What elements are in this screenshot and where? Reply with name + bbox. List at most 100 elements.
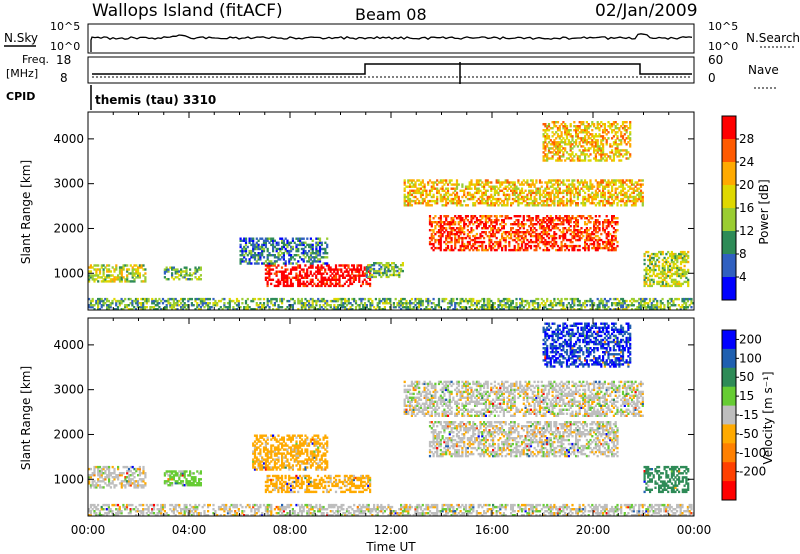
heatmap-cell [318, 245, 322, 249]
heatmap-cell [275, 272, 278, 275]
heatmap-cell [645, 306, 648, 309]
heatmap-cell [587, 141, 590, 144]
heatmap-cell [414, 195, 417, 199]
heatmap-cell [531, 189, 534, 192]
heatmap-cell [519, 183, 522, 186]
heatmap-cell [405, 299, 408, 303]
heatmap-cell [621, 181, 625, 184]
heatmap-cell [111, 278, 114, 281]
heatmap-cell [201, 304, 204, 307]
heatmap-cell [455, 193, 459, 197]
heatmap-cell [454, 229, 457, 232]
heatmap-cell [134, 308, 138, 311]
heatmap-cell [524, 246, 527, 250]
heatmap-cell [380, 275, 383, 279]
heatmap-cell [593, 197, 596, 201]
heatmap-cell [100, 472, 103, 475]
heatmap-cell [138, 306, 141, 309]
heatmap-cell [687, 270, 690, 274]
heatmap-cell [106, 299, 109, 303]
heatmap-cell [246, 308, 249, 311]
heatmap-cell [542, 219, 545, 222]
heatmap-cell [311, 302, 314, 305]
heatmap-cell [171, 308, 174, 311]
heatmap-cell [376, 304, 379, 307]
heatmap-cell [98, 465, 102, 469]
heatmap-cell [546, 127, 549, 130]
heatmap-cell [144, 272, 147, 275]
heatmap-cell [582, 302, 585, 305]
heatmap-cell [641, 179, 644, 182]
heatmap-cell [338, 297, 341, 301]
heatmap-cell [564, 183, 567, 186]
heatmap-cell [311, 247, 314, 251]
heatmap-cell [363, 302, 367, 305]
heatmap-cell [89, 264, 92, 267]
heatmap-cell [567, 227, 570, 230]
heatmap-cell [584, 185, 587, 188]
heatmap-cell [365, 304, 368, 307]
heatmap-cell [513, 234, 516, 238]
heatmap-cell [596, 125, 599, 128]
heatmap-cell [493, 202, 496, 205]
heatmap-cell [255, 254, 258, 257]
heatmap-cell [454, 308, 457, 311]
heatmap-cell [603, 195, 606, 199]
heatmap-cell [253, 297, 257, 301]
heatmap-cell [495, 242, 498, 246]
heatmap-cell [569, 304, 572, 307]
heatmap-cell [373, 264, 376, 267]
heatmap-cell [88, 476, 91, 479]
heatmap-cell [261, 243, 264, 247]
heatmap-cell [484, 189, 487, 192]
heatmap-cell [342, 297, 345, 301]
heatmap-cell [434, 304, 437, 307]
heatmap-cell [138, 274, 141, 277]
heatmap-cell [455, 227, 459, 230]
heatmap-cell [436, 199, 439, 203]
heatmap-cell [569, 153, 572, 156]
heatmap-cell [331, 272, 334, 275]
heatmap-cell [571, 179, 574, 182]
heatmap-cell [658, 256, 661, 260]
heatmap-cell [685, 258, 688, 262]
heatmap-cell [636, 308, 639, 311]
heatmap-cell [603, 244, 606, 248]
heatmap-cell [205, 304, 208, 307]
heatmap-cell [575, 202, 578, 205]
heatmap-cell [549, 221, 552, 224]
heatmap-cell [428, 215, 432, 218]
heatmap-cell [108, 480, 111, 483]
heatmap-cell [501, 227, 504, 230]
heatmap-cell [97, 484, 100, 487]
heatmap-cell [663, 268, 666, 272]
heatmap-cell [297, 299, 300, 303]
heatmap-cell [596, 159, 599, 162]
heatmap-cell [107, 308, 110, 311]
heatmap-cell [605, 181, 608, 184]
heatmap-cell [284, 237, 287, 240]
heatmap-cell [540, 185, 543, 188]
heatmap-cell [104, 482, 107, 485]
heatmap-cell [616, 221, 619, 224]
heatmap-cell [650, 262, 653, 266]
heatmap-cell [196, 297, 199, 301]
heatmap-cell [262, 262, 266, 265]
heatmap-cell [591, 217, 594, 220]
heatmap-cell [410, 181, 413, 184]
heatmap-cell [544, 159, 547, 162]
heatmap-cell [120, 308, 123, 311]
heatmap-cell [266, 280, 269, 283]
heatmap-cell [428, 308, 432, 311]
heatmap-cell [264, 260, 267, 263]
heatmap-cell [611, 302, 614, 305]
heatmap-cell [565, 187, 569, 190]
heatmap-cell [351, 276, 354, 279]
heatmap-cell [91, 472, 94, 475]
heatmap-cell [363, 266, 366, 269]
heatmap-cell [474, 187, 477, 190]
heatmap-cell [551, 246, 554, 250]
heatmap-cell [513, 189, 516, 192]
heatmap-cell [493, 193, 496, 197]
heatmap-cell [508, 297, 511, 301]
